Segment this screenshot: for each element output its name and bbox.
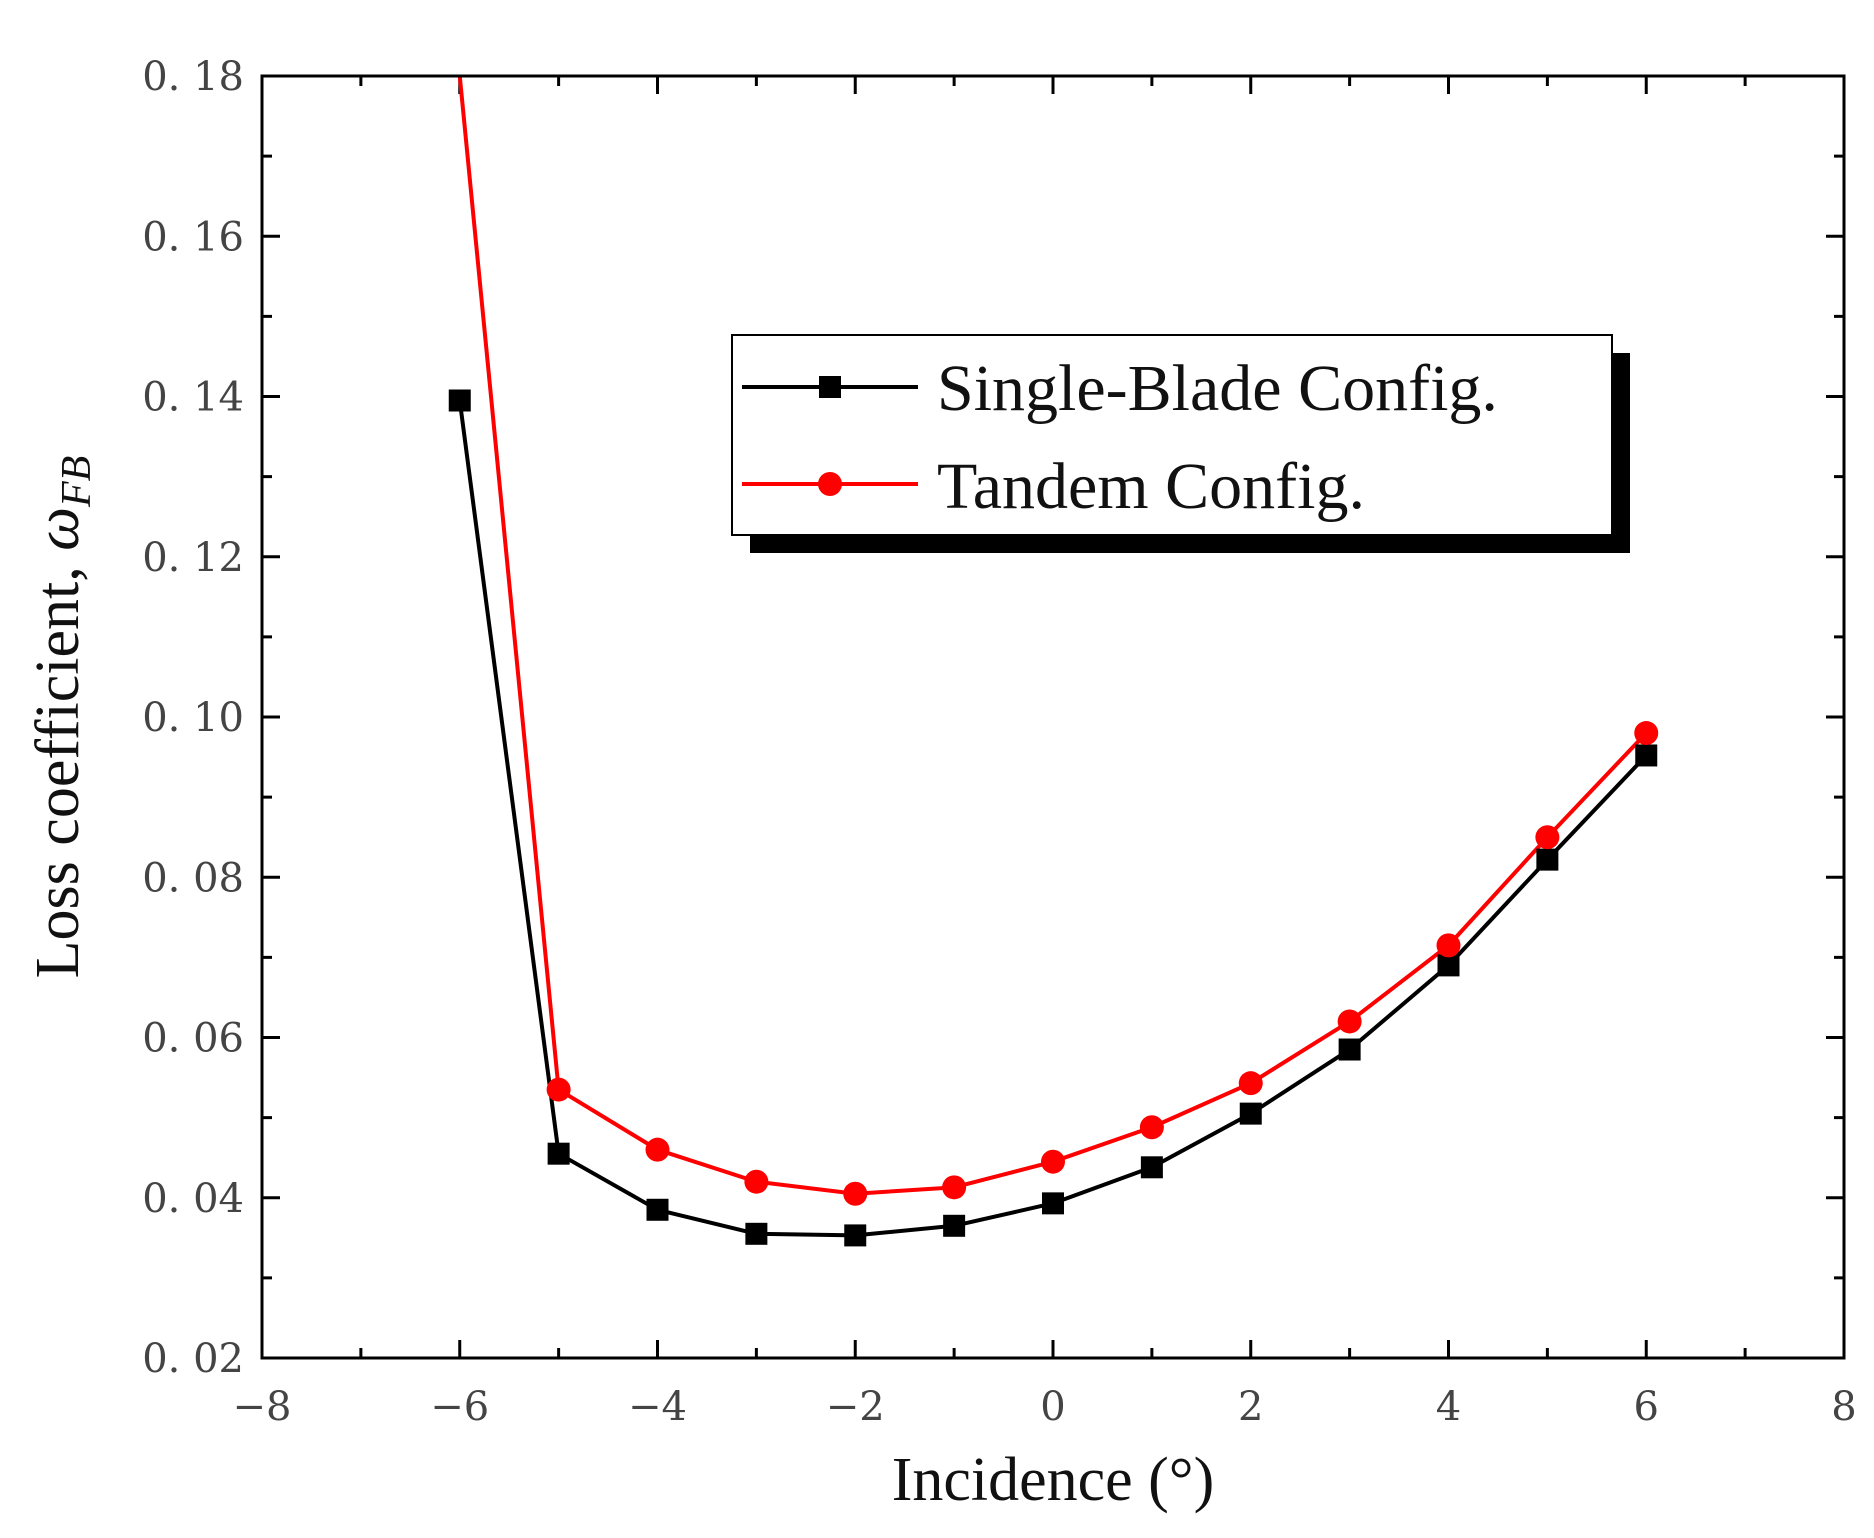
x-axis-title: Incidence (°) xyxy=(892,1446,1215,1514)
data-point-single-blade xyxy=(1437,954,1460,977)
data-point-single-blade xyxy=(1536,848,1559,871)
plot-frame xyxy=(260,74,1846,1360)
data-point-tandem xyxy=(645,1137,670,1162)
x-tick-label: 2 xyxy=(1238,1384,1263,1430)
x-tick-label: 8 xyxy=(1831,1384,1856,1430)
y-axis-title-text: Loss coefficient, xyxy=(24,551,92,979)
data-point-single-blade xyxy=(1635,744,1658,767)
data-point-single-blade xyxy=(1239,1102,1262,1125)
y-axis-title-subscript: FB xyxy=(54,456,100,508)
x-tick-label: −8 xyxy=(233,1384,292,1430)
data-point-single-blade xyxy=(1140,1156,1163,1179)
y-tick-label: 0. 12 xyxy=(142,535,244,581)
y-tick-label: 0. 18 xyxy=(142,54,244,100)
legend-marker-single xyxy=(819,376,841,398)
legend-label-single: Single-Blade Config. xyxy=(937,352,1498,425)
data-point-tandem xyxy=(1337,1009,1362,1034)
data-point-tandem xyxy=(1041,1149,1065,1174)
series-layer xyxy=(457,76,1648,1238)
data-point-single-blade xyxy=(844,1224,867,1247)
data-point-tandem xyxy=(1436,933,1461,958)
x-tick-label: 4 xyxy=(1436,1384,1461,1430)
data-point-tandem xyxy=(942,1175,967,1200)
tick-labels: −8 −6 −4 −2 0 2 4 6 8 0. 02 0. 04 0. 06 0. 08 0. 10 0.… xyxy=(142,54,1857,1430)
data-point-tandem xyxy=(843,1181,868,1206)
data-point-single-blade xyxy=(745,1222,768,1245)
y-tick-label: 0. 10 xyxy=(142,695,244,741)
data-point-tandem xyxy=(1535,825,1560,850)
data-point-single-blade xyxy=(1042,1192,1064,1215)
data-point-tandem xyxy=(1634,721,1659,746)
data-point-single-blade xyxy=(1338,1038,1361,1061)
y-axis-title-symbol: ω xyxy=(24,507,92,551)
data-point-tandem xyxy=(546,1077,571,1102)
legend-label-tandem: Tandem Config. xyxy=(937,450,1365,523)
x-tick-label: −2 xyxy=(826,1384,885,1430)
data-point-single-blade xyxy=(448,389,471,412)
x-tick-label: 6 xyxy=(1634,1384,1659,1430)
x-tick-label: 0 xyxy=(1040,1384,1065,1430)
x-tick-label: −4 xyxy=(628,1384,687,1430)
y-tick-label: 0. 06 xyxy=(142,1016,244,1062)
data-point-single-blade xyxy=(547,1142,570,1165)
series-line-tandem xyxy=(457,76,1648,1196)
y-tick-label: 0. 04 xyxy=(142,1176,244,1222)
y-tick-label: 0. 16 xyxy=(142,214,244,260)
y-tick-label: 0. 08 xyxy=(142,855,244,901)
data-point-single-blade xyxy=(646,1198,669,1221)
legend: Single-Blade Config. Tandem Config. xyxy=(731,334,1630,553)
data-point-tandem xyxy=(1139,1115,1164,1140)
data-point-tandem xyxy=(744,1169,769,1194)
markers-layer xyxy=(448,389,1659,1247)
y-tick-label: 0. 14 xyxy=(142,375,244,421)
legend-box xyxy=(731,334,1613,536)
data-point-tandem xyxy=(1238,1071,1263,1096)
legend-marker-tandem xyxy=(818,472,842,496)
y-tick-label: 0. 02 xyxy=(142,1336,244,1382)
y-axis-title: Loss coefficient, ωFB xyxy=(24,456,100,979)
data-point-single-blade xyxy=(943,1214,966,1237)
x-tick-label: −6 xyxy=(430,1384,489,1430)
